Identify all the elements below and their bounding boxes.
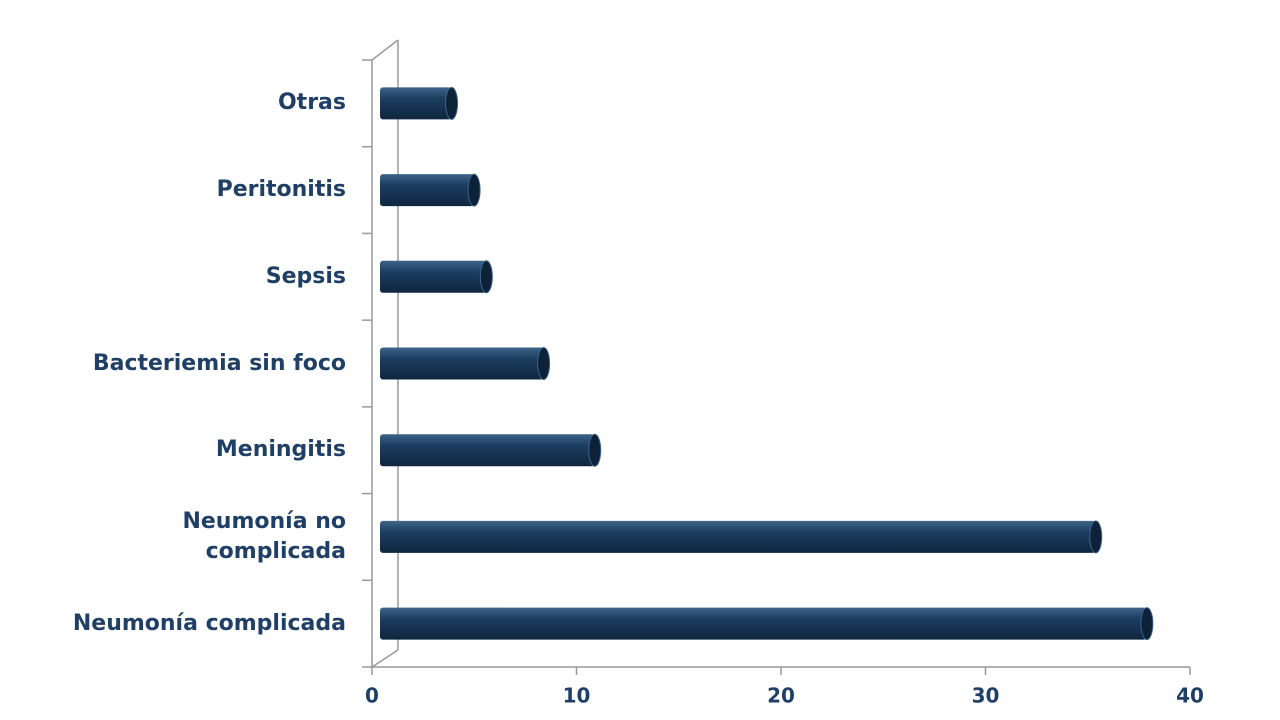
- bar: [380, 260, 487, 293]
- y-tick-label: Bacteriemia sin foco: [92, 350, 346, 376]
- x-tick-label: 20: [767, 684, 795, 708]
- x-tick-label: 30: [972, 684, 1000, 708]
- bar-cap: [445, 86, 459, 120]
- y-tick-label: Otras: [277, 90, 346, 116]
- y-tick-label: Sepsis: [265, 263, 346, 289]
- x-tick-label: 0: [365, 684, 379, 708]
- bar: [380, 434, 595, 467]
- bar-cap: [537, 347, 551, 380]
- bar: [380, 347, 544, 380]
- x-tick-label: 10: [563, 684, 591, 708]
- y-tick-label: Neumonía no complicada: [182, 508, 346, 564]
- y-tick-label: Meningitis: [215, 437, 346, 463]
- bar-cap: [467, 173, 481, 207]
- y-tick-label: Peritonitis: [216, 177, 346, 203]
- y-tick-label: Neumonía complicada: [72, 610, 346, 636]
- bar: [380, 520, 1096, 553]
- bar-cap: [1089, 520, 1103, 554]
- bar-cap: [1140, 607, 1154, 641]
- x-tick-label: 40: [1176, 684, 1204, 708]
- bar: [380, 607, 1147, 640]
- bar-cap: [588, 433, 602, 467]
- bar: [380, 87, 452, 120]
- bar: [380, 174, 475, 207]
- bar-cap: [479, 260, 493, 294]
